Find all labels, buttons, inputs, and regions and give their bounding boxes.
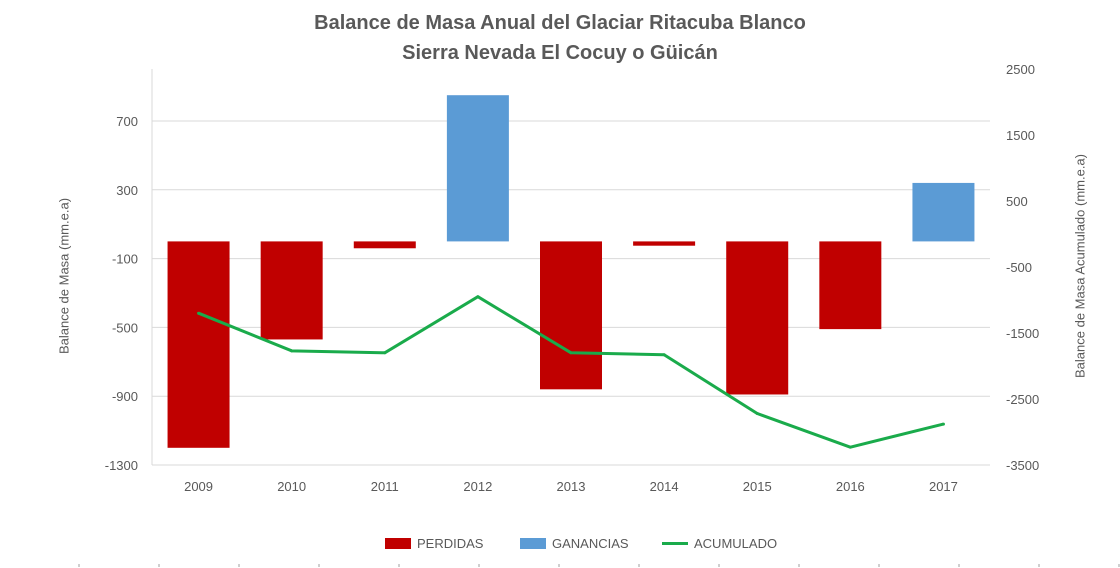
point-acumulado-2015	[755, 412, 759, 416]
legend-label-acumulado: ACUMULADO	[694, 536, 778, 551]
legend-swatch-ganancias	[520, 538, 546, 549]
x-tick-label: 2014	[650, 479, 679, 494]
x-tick-label: 2012	[463, 479, 492, 494]
y-tick-label-right: -2500	[1006, 392, 1039, 407]
x-tick-label: 2017	[929, 479, 958, 494]
legend-swatch-perdidas	[385, 538, 411, 549]
y-tick-label-left: -1300	[105, 458, 138, 473]
legend-label-ganancias: GANANCIAS	[552, 536, 629, 551]
point-acumulado-2010	[290, 349, 294, 353]
legend-item-ganancias: GANANCIAS	[520, 536, 629, 551]
legend-swatch-acumulado	[662, 542, 688, 545]
bar-perdidas-2013	[540, 241, 602, 390]
bottom-border	[0, 564, 1120, 567]
y-tick-label-left: -100	[112, 252, 138, 267]
x-tick-label: 2011	[371, 479, 399, 494]
y-tick-label-left: -900	[112, 389, 138, 404]
bar-perdidas-2015	[726, 241, 789, 395]
legend-label-perdidas: PERDIDAS	[417, 536, 484, 551]
x-tick-label: 2016	[836, 479, 865, 494]
y-tick-label-right: 2500	[1006, 62, 1035, 77]
point-acumulado-2012	[476, 295, 480, 299]
y-tick-label-left: 700	[116, 114, 138, 129]
point-acumulado-2009	[197, 311, 201, 315]
bar-perdidas-2009	[167, 241, 230, 448]
point-acumulado-2016	[848, 445, 852, 449]
bar-perdidas-2014	[633, 241, 696, 246]
bar-perdidas-2011	[353, 241, 416, 249]
bar-ganancias-2012	[446, 95, 509, 242]
legend-item-acumulado: ACUMULADO	[662, 536, 777, 551]
y-tick-label-left: 300	[116, 183, 138, 198]
bar-perdidas-2010	[260, 241, 323, 340]
chart-subtitle: Sierra Nevada El Cocuy o Güicán	[402, 42, 718, 64]
point-acumulado-2013	[569, 351, 573, 355]
bar-perdidas-2016	[819, 241, 882, 330]
point-acumulado-2017	[941, 422, 945, 426]
x-tick-label: 2015	[743, 479, 772, 494]
y-tick-label-right: -3500	[1006, 458, 1039, 473]
y-tick-label-right: 500	[1006, 194, 1028, 209]
bar-ganancias-2017	[912, 182, 975, 242]
x-tick-label: 2013	[557, 479, 586, 494]
y-tick-label-right: -500	[1006, 260, 1032, 275]
chart-title: Balance de Masa Anual del Glaciar Ritacu…	[314, 12, 806, 34]
point-acumulado-2014	[662, 353, 666, 357]
point-acumulado-2011	[383, 351, 387, 355]
x-tick-label: 2009	[184, 479, 213, 494]
y-tick-label-right: 1500	[1006, 128, 1035, 143]
y-tick-label-right: -1500	[1006, 326, 1039, 341]
legend-item-perdidas: PERDIDAS	[385, 536, 483, 551]
x-tick-label: 2010	[277, 479, 306, 494]
y-tick-label-left: -500	[112, 320, 138, 335]
